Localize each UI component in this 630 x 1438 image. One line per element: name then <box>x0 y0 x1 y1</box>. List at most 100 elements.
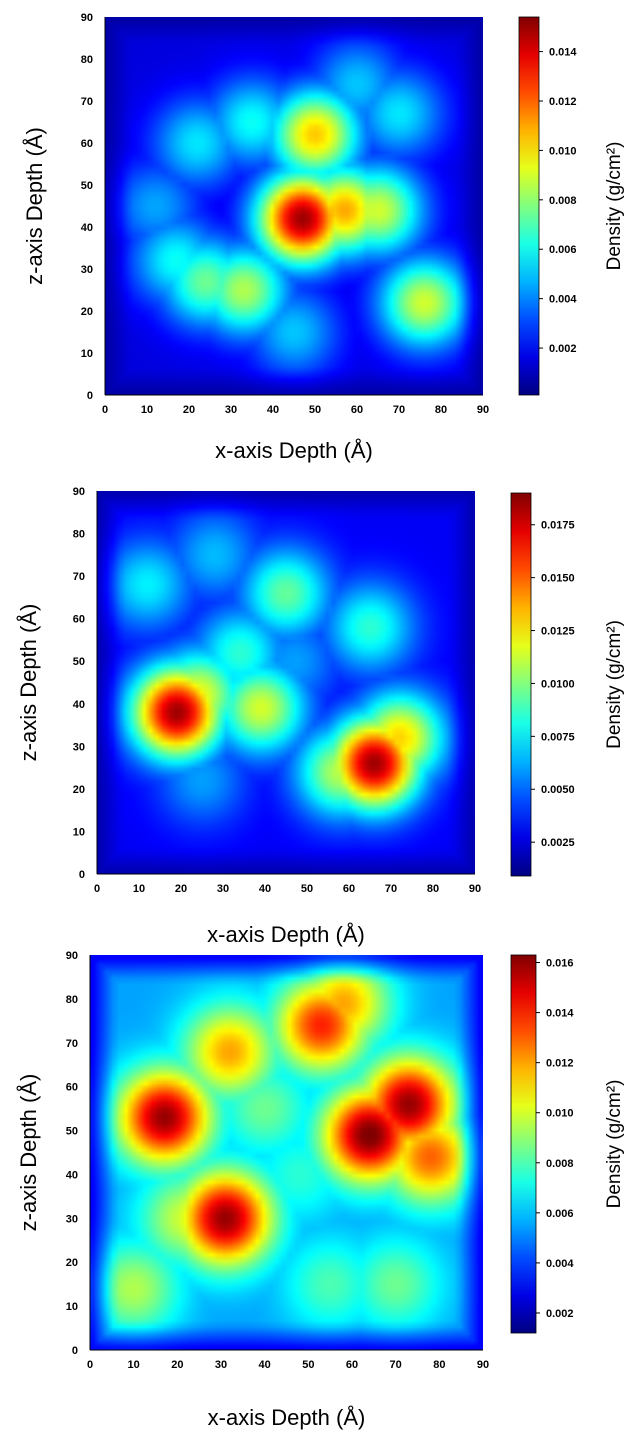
y-tick-label: 10 <box>73 826 85 838</box>
heatmap-panel-1: 0 10 20 30 40 50 60 70 80 90 0 10 20 30 40 50 60 70 80 90 x-… <box>22 12 625 463</box>
y-tick-label: 10 <box>81 348 93 360</box>
colorbar-tick-label: 0.010 <box>549 145 577 157</box>
x-tick-label: 0 <box>94 883 100 895</box>
x-tick-label: 50 <box>301 883 313 895</box>
x-tick-label: 40 <box>259 1359 271 1371</box>
x-tick-label: 70 <box>390 1359 402 1371</box>
x-tick-label: 80 <box>427 883 439 895</box>
x-tick-label: 70 <box>393 404 405 416</box>
y-tick-label: 70 <box>81 96 93 108</box>
y-tick-label: 50 <box>73 656 85 668</box>
y-tick-label: 60 <box>81 138 93 150</box>
y-tick-label: 70 <box>73 571 85 583</box>
x-tick-label: 10 <box>141 404 153 416</box>
y-tick-label: 10 <box>66 1301 78 1313</box>
colorbar-label: Density (g/cm²) <box>604 142 625 271</box>
x-tick-label: 20 <box>175 883 187 895</box>
heatmap-panel-2: 0 10 20 30 40 50 60 70 80 90 0 10 20 30 40 50 60 70 80 90 x-… <box>16 486 625 947</box>
colorbar-tick-label: 0.012 <box>546 1058 574 1070</box>
y-tick-label: 60 <box>66 1082 78 1094</box>
x-tick-label: 80 <box>433 1359 445 1371</box>
x-tick-label: 90 <box>477 404 489 416</box>
x-axis-label: x-axis Depth (Å) <box>207 922 365 947</box>
heatmap-field-3 <box>90 955 483 1350</box>
colorbar-tick-label: 0.002 <box>546 1308 574 1320</box>
y-tick-label: 40 <box>73 699 85 711</box>
y-tick-label: 40 <box>81 222 93 234</box>
y-tick-label: 0 <box>79 869 85 881</box>
colorbar-tick-label: 0.0050 <box>541 784 575 796</box>
x-tick-label: 30 <box>215 1359 227 1371</box>
y-tick-label: 0 <box>72 1345 78 1357</box>
colorbar-tick-label: 0.010 <box>546 1108 574 1120</box>
colorbar-tick-label: 0.004 <box>549 294 577 306</box>
colorbar-tick-label: 0.016 <box>546 958 574 970</box>
colorbar-tick-label: 0.008 <box>549 195 577 207</box>
heatmap-panel-3: 0 10 20 30 40 50 60 70 80 90 0 10 20 30 40 50 60 70 80 90 x-… <box>16 950 625 1430</box>
y-tick-label: 40 <box>66 1169 78 1181</box>
x-tick-label: 10 <box>128 1359 140 1371</box>
colorbar-tick-label: 0.0100 <box>541 678 575 690</box>
x-axis-label: x-axis Depth (Å) <box>208 1405 366 1430</box>
colorbar-tick-label: 0.008 <box>546 1158 574 1170</box>
y-tick-label: 90 <box>81 12 93 24</box>
colorbar-tick-label: 0.0175 <box>541 520 575 532</box>
x-tick-label: 20 <box>171 1359 183 1371</box>
x-tick-label: 60 <box>351 404 363 416</box>
x-tick-label: 0 <box>102 404 108 416</box>
y-tick-label: 60 <box>73 614 85 626</box>
y-tick-label: 0 <box>87 390 93 402</box>
x-tick-label: 90 <box>477 1359 489 1371</box>
x-tick-label: 60 <box>343 883 355 895</box>
y-tick-label: 30 <box>73 741 85 753</box>
x-tick-label: 10 <box>133 883 145 895</box>
x-axis-label: x-axis Depth (Å) <box>215 438 373 463</box>
y-axis-label: z-axis Depth (Å) <box>22 127 47 285</box>
x-tick-label: 0 <box>87 1359 93 1371</box>
y-tick-label: 30 <box>81 264 93 276</box>
x-tick-label: 40 <box>267 404 279 416</box>
y-tick-label: 90 <box>66 950 78 962</box>
colorbar <box>510 492 532 877</box>
y-tick-label: 70 <box>66 1038 78 1050</box>
colorbar-label: Density (g/cm²) <box>604 1080 625 1209</box>
colorbar <box>510 954 537 1334</box>
colorbar-tick-label: 0.014 <box>549 47 577 59</box>
colorbar-tick-label: 0.014 <box>546 1008 574 1020</box>
y-tick-label: 20 <box>66 1257 78 1269</box>
y-tick-label: 80 <box>81 54 93 66</box>
colorbar-tick-label: 0.0150 <box>541 573 575 585</box>
heatmap-field-2 <box>97 491 475 874</box>
colorbar-tick-label: 0.006 <box>546 1208 574 1220</box>
colorbar-label: Density (g/cm²) <box>604 620 625 749</box>
colorbar-tick-label: 0.006 <box>549 244 577 256</box>
x-tick-label: 40 <box>259 883 271 895</box>
x-tick-label: 60 <box>346 1359 358 1371</box>
y-tick-label: 50 <box>81 180 93 192</box>
x-tick-label: 90 <box>469 883 481 895</box>
y-tick-label: 80 <box>66 994 78 1006</box>
x-tick-label: 50 <box>309 404 321 416</box>
y-tick-label: 80 <box>73 529 85 541</box>
heatmap-field-1 <box>105 17 483 395</box>
y-axis-label: z-axis Depth (Å) <box>16 1074 41 1232</box>
colorbar-tick-label: 0.004 <box>546 1258 574 1270</box>
colorbar-tick-label: 0.002 <box>549 343 577 355</box>
colorbar-tick-label: 0.0025 <box>541 837 575 849</box>
y-tick-label: 30 <box>66 1213 78 1225</box>
y-tick-label: 90 <box>73 486 85 498</box>
y-tick-label: 50 <box>66 1126 78 1138</box>
y-tick-label: 20 <box>81 306 93 318</box>
x-tick-label: 20 <box>183 404 195 416</box>
x-tick-label: 80 <box>435 404 447 416</box>
x-tick-label: 70 <box>385 883 397 895</box>
x-tick-label: 50 <box>302 1359 314 1371</box>
colorbar-tick-label: 0.012 <box>549 96 577 108</box>
x-tick-label: 30 <box>217 883 229 895</box>
y-axis-label: z-axis Depth (Å) <box>16 604 41 762</box>
colorbar <box>518 16 540 396</box>
colorbar-tick-label: 0.0075 <box>541 731 575 743</box>
x-tick-label: 30 <box>225 404 237 416</box>
colorbar-tick-label: 0.0125 <box>541 626 575 638</box>
